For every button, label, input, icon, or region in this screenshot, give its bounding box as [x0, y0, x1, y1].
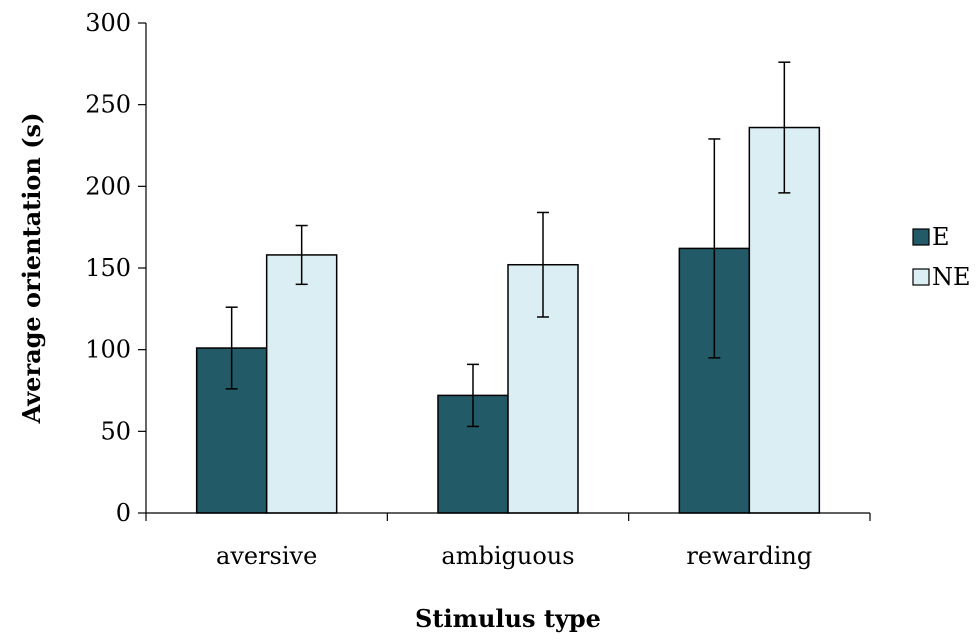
axes-group: 0 50 100 150 200 250 300 aversive ambiguous rewar…: [85, 9, 871, 570]
bar-ne-aversive: [265, 254, 338, 514]
legend-swatch-e: [912, 228, 930, 246]
y-tick-label: 300: [85, 9, 131, 37]
error-bar-e-ambiguous: [467, 363, 479, 428]
legend-swatch-ne: [912, 268, 930, 286]
x-tick-label-rewarding: rewarding: [686, 542, 812, 570]
y-tick-label: 250: [85, 91, 131, 119]
x-axis-title: Stimulus type: [415, 604, 601, 633]
error-bar-ne-ambiguous: [537, 211, 549, 318]
error-bar-ne-aversive: [295, 224, 308, 286]
error-bars-group: [225, 61, 791, 428]
y-tick-label: 150: [85, 254, 131, 282]
y-tick-label: 0: [116, 499, 131, 527]
y-tick-label: 100: [85, 336, 131, 364]
error-bar-e-rewarding: [708, 138, 721, 359]
legend-label-ne: NE: [932, 263, 971, 291]
y-axis-title: Average orientation (s): [17, 113, 46, 425]
legend-label-e: E: [932, 223, 950, 251]
x-tick-label-aversive: aversive: [216, 542, 317, 570]
bars-group: [195, 126, 821, 514]
legend-item-ne: NE: [912, 263, 971, 291]
legend-item-e: E: [912, 223, 950, 251]
x-tick-label-ambiguous: ambiguous: [441, 542, 574, 570]
legend: E NE: [912, 223, 971, 291]
y-tick-label: 50: [100, 417, 131, 445]
y-tick-label: 200: [85, 172, 131, 200]
error-bar-ne-rewarding: [778, 61, 791, 194]
error-bar-e-aversive: [225, 306, 238, 390]
